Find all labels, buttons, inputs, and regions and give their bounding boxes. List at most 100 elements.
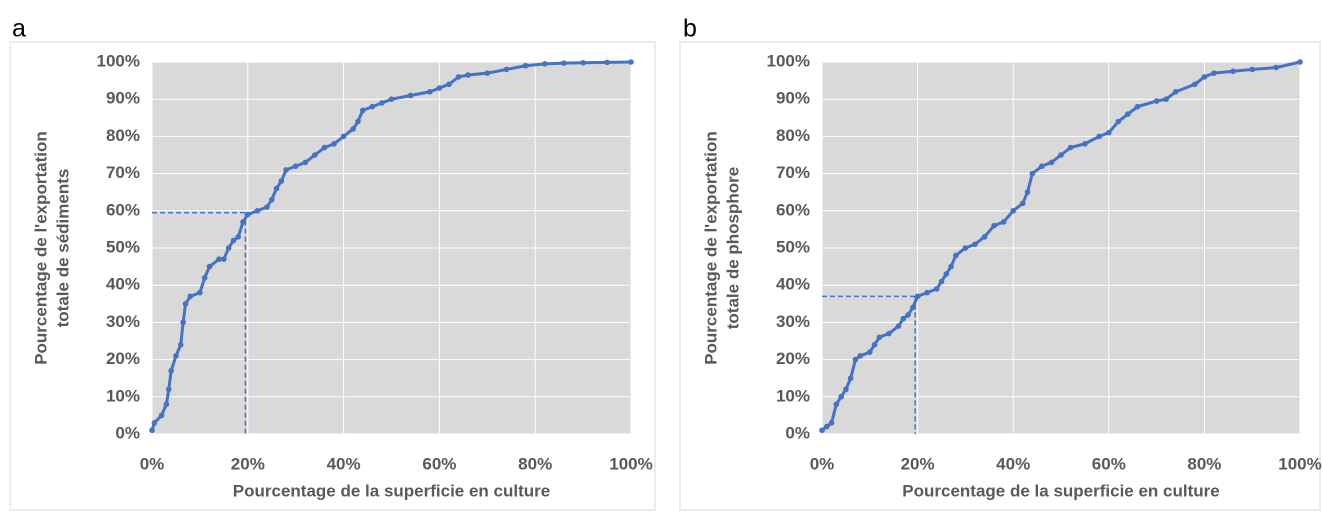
y-tick-label: 30%	[776, 312, 810, 331]
data-point	[201, 274, 208, 281]
data-point	[151, 420, 158, 426]
data-point	[283, 167, 289, 173]
x-axis-label: Pourcentage de la superficie en culture	[233, 481, 550, 500]
y-tick-label: 60%	[106, 200, 140, 219]
data-point	[561, 60, 567, 66]
data-point	[235, 234, 242, 240]
data-point	[1058, 152, 1064, 158]
x-tick-label: 0%	[810, 454, 835, 473]
data-point	[187, 293, 194, 300]
data-point	[273, 185, 280, 192]
data-point	[522, 62, 529, 69]
data-point	[900, 315, 907, 322]
data-point	[972, 241, 978, 248]
data-point	[182, 301, 189, 307]
y-tick-label: 40%	[776, 275, 810, 294]
data-point	[604, 59, 610, 66]
data-point	[847, 375, 854, 382]
y-tick-label: 40%	[106, 275, 140, 294]
y-tick-label: 90%	[776, 89, 810, 108]
y-tick-label: 10%	[776, 386, 810, 405]
data-point	[1096, 133, 1103, 140]
data-point	[369, 103, 376, 110]
x-tick-label: 80%	[1187, 454, 1221, 473]
data-point	[823, 423, 830, 430]
x-tick-label: 40%	[996, 454, 1030, 473]
data-point	[197, 289, 203, 296]
panel-label: a	[12, 15, 26, 43]
x-tick-label: 40%	[327, 454, 361, 473]
data-point	[1192, 81, 1198, 88]
data-point	[264, 204, 270, 210]
data-point	[1134, 103, 1141, 110]
data-point	[379, 100, 385, 106]
data-point	[1172, 88, 1179, 95]
x-tick-label: 80%	[518, 454, 552, 473]
data-point	[1115, 118, 1122, 125]
data-point	[1082, 141, 1088, 147]
data-point	[838, 394, 844, 400]
data-point	[503, 66, 510, 73]
data-point	[168, 367, 174, 374]
data-point	[350, 126, 356, 132]
data-point	[436, 85, 443, 91]
data-point	[278, 178, 285, 184]
y-axis-label: Pourcentage de l'exportation	[31, 131, 50, 365]
y-tick-label: 80%	[776, 126, 810, 145]
data-point	[484, 70, 491, 76]
data-point	[292, 163, 299, 169]
data-point	[953, 252, 959, 259]
data-point	[914, 293, 921, 300]
data-point	[819, 427, 825, 434]
data-point	[843, 386, 849, 393]
data-point	[1201, 74, 1208, 80]
data-point	[1163, 96, 1169, 102]
data-point	[910, 304, 916, 311]
y-tick-label: 0%	[785, 423, 810, 442]
data-point	[1039, 163, 1045, 169]
x-tick-label: 60%	[422, 454, 456, 473]
data-point	[165, 386, 172, 393]
y-axis-label: totale de sédiments	[53, 169, 72, 328]
data-point	[1024, 189, 1031, 195]
panel-label: b	[683, 15, 697, 43]
data-point	[871, 341, 878, 348]
data-point	[245, 211, 251, 218]
data-point	[1029, 170, 1036, 177]
data-point	[981, 234, 988, 240]
y-tick-label: 20%	[106, 349, 140, 368]
data-point	[427, 88, 433, 95]
data-point	[225, 245, 232, 251]
data-point	[1153, 98, 1160, 104]
data-point	[1249, 66, 1255, 73]
data-point	[948, 263, 954, 270]
y-tick-label: 90%	[106, 89, 140, 108]
data-point	[833, 401, 840, 408]
data-point	[206, 263, 213, 270]
data-point	[943, 271, 950, 277]
data-point	[240, 219, 246, 225]
y-tick-label: 70%	[776, 163, 810, 182]
data-point	[580, 59, 586, 66]
x-axis-label: Pourcentage de la superficie en culture	[902, 481, 1219, 500]
y-tick-label: 100%	[767, 51, 810, 70]
data-point	[1019, 200, 1026, 207]
y-tick-label: 20%	[776, 349, 810, 368]
data-point	[221, 256, 227, 262]
data-point	[230, 237, 237, 244]
y-axis-label: totale de phosphore	[723, 167, 742, 329]
data-point	[331, 141, 337, 147]
data-point	[1211, 70, 1217, 76]
data-point	[628, 59, 634, 65]
data-point	[938, 278, 945, 285]
data-point	[465, 72, 471, 78]
data-point	[163, 401, 170, 408]
y-tick-label: 50%	[776, 237, 810, 256]
data-point	[924, 289, 930, 296]
data-point	[876, 334, 883, 341]
x-tick-label: 20%	[901, 454, 935, 473]
x-tick-label: 100%	[1278, 454, 1321, 473]
data-point	[407, 92, 414, 99]
x-tick-label: 0%	[140, 454, 165, 473]
data-point	[158, 412, 165, 419]
